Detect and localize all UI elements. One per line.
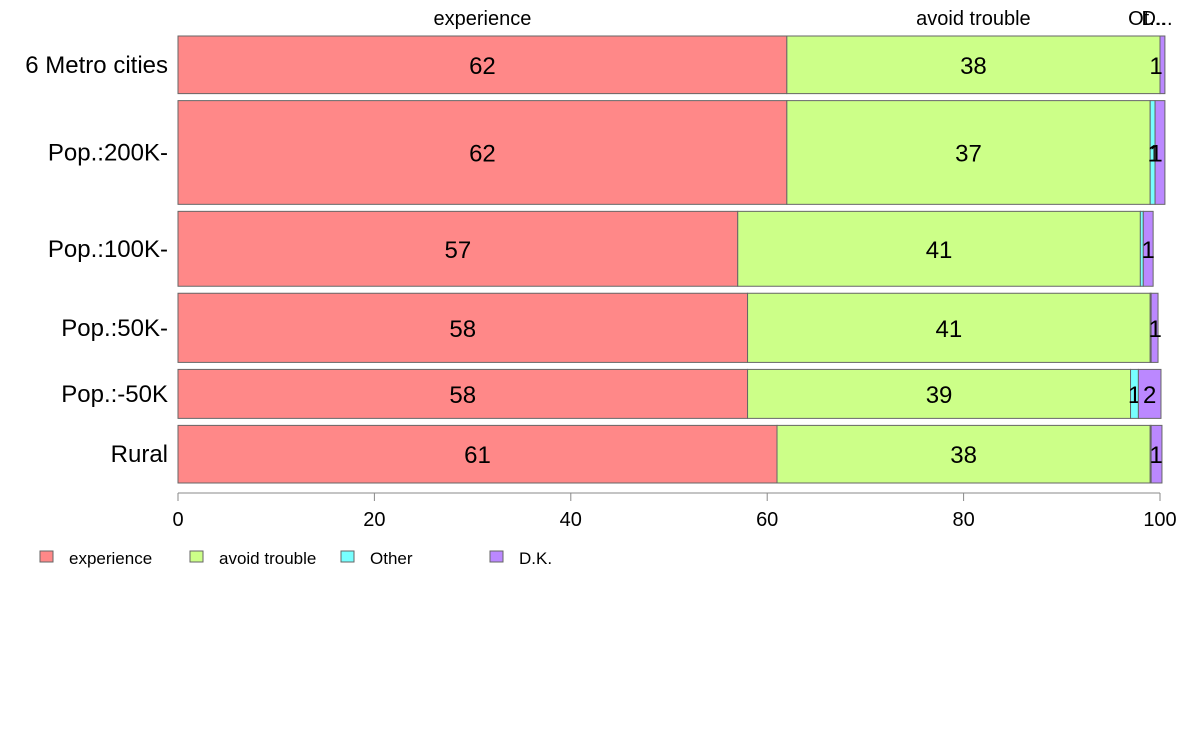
bar-segment [776,424,1151,484]
data-label: 37 [955,140,982,167]
data-label: 57 [445,237,472,264]
bar-segment [177,100,788,205]
category-label: Pop.:50K- [61,315,168,342]
bar-segment [1154,100,1166,205]
x-tick-label: 100 [1143,509,1176,531]
data-label: 41 [936,316,963,343]
data-label: 38 [960,53,987,80]
x-tick-label: 0 [172,509,183,531]
bar-segment [747,292,1151,363]
bar-segment [737,210,1141,287]
bar-segment [786,100,1151,205]
data-label: 1 [1149,442,1162,469]
bar-segment [1159,35,1166,95]
data-label: 58 [449,316,476,343]
data-label: 38 [950,442,977,469]
legend-label: avoid trouble [219,549,316,568]
category-label: Pop.:100K- [48,236,168,263]
legend-swatch [340,550,355,563]
bar-segment [177,292,749,363]
top-series-label: D... [1141,8,1172,30]
top-series-label: Ot... [1128,8,1166,30]
data-label: 1 [1142,237,1155,264]
data-label: 41 [926,237,953,264]
bar-segment [1150,424,1163,484]
top-series-label: experience [433,8,531,30]
bar-segment [177,210,739,287]
x-tick-label: 20 [363,509,385,531]
data-label: 1 [1128,382,1141,409]
data-label: 39 [926,382,953,409]
bar-segment [1142,210,1154,287]
category-label: 6 Metro cities [25,52,168,79]
data-label: 1 [1149,53,1162,80]
category-label: Pop.:200K- [48,139,168,166]
data-label: 1 [1149,140,1162,167]
category-label: Rural [111,441,168,468]
category-label: Pop.:-50K [61,381,168,408]
legend-swatch [189,550,204,563]
legend-label: experience [69,549,152,568]
legend-swatch [39,550,54,563]
data-label: 1 [1148,316,1161,343]
bar-segment [1150,292,1159,363]
x-tick-label: 40 [560,509,582,531]
legend-swatch [489,550,504,563]
bar-segment [1137,368,1162,419]
x-tick-label: 60 [756,509,778,531]
top-series-label: avoid trouble [916,8,1031,30]
data-label: 58 [449,382,476,409]
bar-segment [786,35,1161,95]
x-tick-label: 80 [952,509,974,531]
data-label: 62 [469,53,496,80]
data-label: 62 [469,140,496,167]
bar-segment [177,368,749,419]
legend-label: D.K. [519,549,552,568]
bar-segment [747,368,1132,419]
data-label: 61 [464,442,491,469]
data-label: 2 [1143,382,1156,409]
legend-label: Other [370,549,413,568]
